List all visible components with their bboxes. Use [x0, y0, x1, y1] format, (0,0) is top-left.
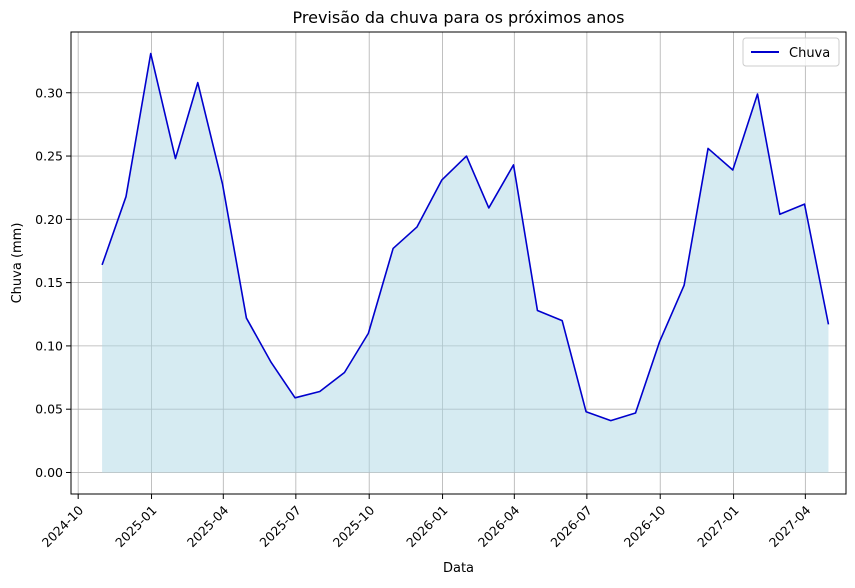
y-tick-label: 0.05	[35, 402, 63, 417]
rain-area-fill	[102, 54, 828, 473]
x-tick-label: 2026-07	[547, 503, 595, 551]
y-tick-label: 0.15	[35, 275, 63, 290]
y-tick-label: 0.00	[35, 465, 63, 480]
y-tick-label: 0.30	[35, 85, 63, 100]
x-tick-label: 2027-04	[766, 502, 814, 550]
y-tick-label: 0.10	[35, 338, 63, 353]
x-tick-label: 2026-10	[621, 502, 669, 550]
x-tick-label: 2024-10	[39, 502, 87, 550]
y-axis-label: Chuva (mm)	[10, 223, 25, 304]
series-layer	[102, 54, 828, 473]
x-axis-label: Data	[443, 561, 474, 576]
legend-label-chuva: Chuva	[789, 46, 830, 61]
x-tick-label: 2025-04	[184, 502, 232, 550]
x-tick-label: 2025-10	[330, 502, 378, 550]
x-tick-label: 2025-07	[256, 503, 304, 551]
y-tick-label: 0.25	[35, 149, 63, 164]
y-tick-label: 0.20	[35, 212, 63, 227]
x-tick-label: 2026-01	[403, 503, 451, 551]
legend: Chuva	[743, 38, 839, 66]
x-tick-label: 2027-01	[694, 503, 742, 551]
y-axis-ticks: 0.00 0.05 0.10 0.15 0.20 0.25 0.30	[35, 85, 71, 480]
x-tick-label: 2025-01	[112, 503, 160, 551]
x-tick-label: 2026-04	[475, 502, 523, 550]
chart-title: Previsão da chuva para os próximos anos	[293, 8, 625, 27]
x-axis-ticks: 2024-10 2025-01 2025-04 2025-07 2025-10 2026-…	[39, 494, 814, 550]
